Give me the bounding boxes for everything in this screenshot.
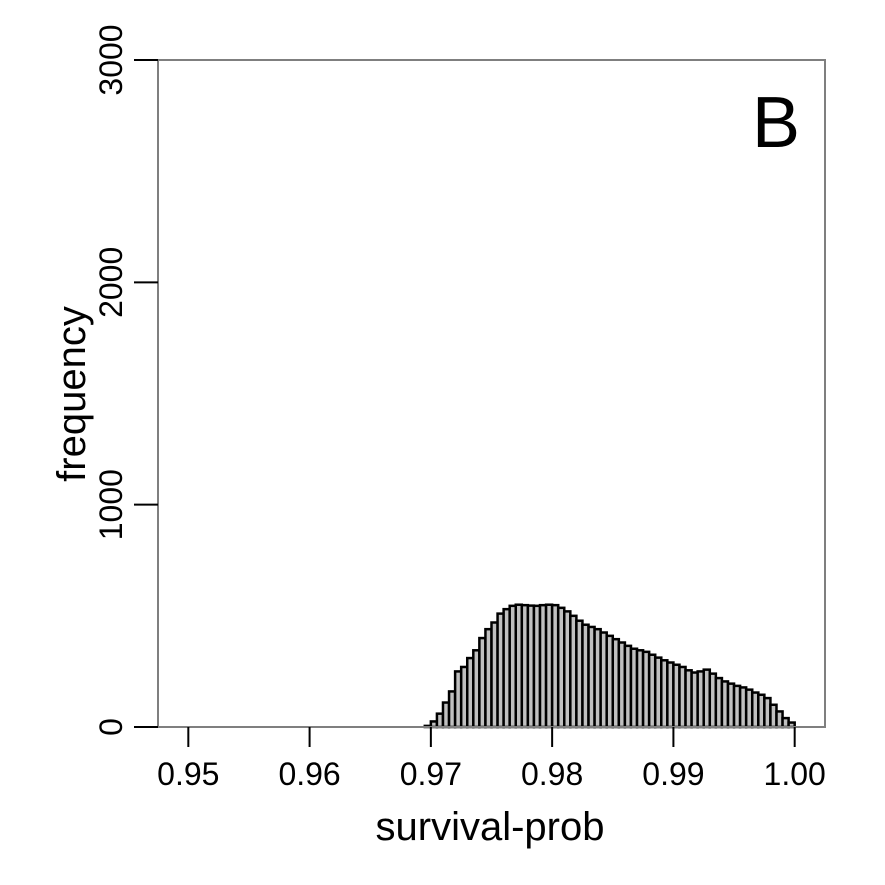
y-tick-label: 3000 <box>93 24 129 95</box>
x-axis: 0.95 0.96 0.97 0.98 0.99 1.00 <box>157 727 826 792</box>
x-tick-label: 0.97 <box>400 756 462 792</box>
y-axis: 0 1000 2000 3000 <box>93 24 158 736</box>
histogram-bars <box>423 603 796 729</box>
x-tick-label: 0.96 <box>278 756 340 792</box>
x-axis-title: survival-prob <box>376 805 605 849</box>
x-tick-label: 1.00 <box>764 756 826 792</box>
y-axis-title: frequency <box>50 306 94 482</box>
x-tick-label: 0.95 <box>157 756 219 792</box>
plot-frame <box>157 59 826 728</box>
y-tick-label: 0 <box>93 718 129 736</box>
x-tick-label: 0.98 <box>521 756 583 792</box>
panel-label: B <box>752 83 800 163</box>
y-tick-label: 2000 <box>93 247 129 318</box>
y-tick-label: 1000 <box>93 469 129 540</box>
x-tick-label: 0.99 <box>642 756 704 792</box>
